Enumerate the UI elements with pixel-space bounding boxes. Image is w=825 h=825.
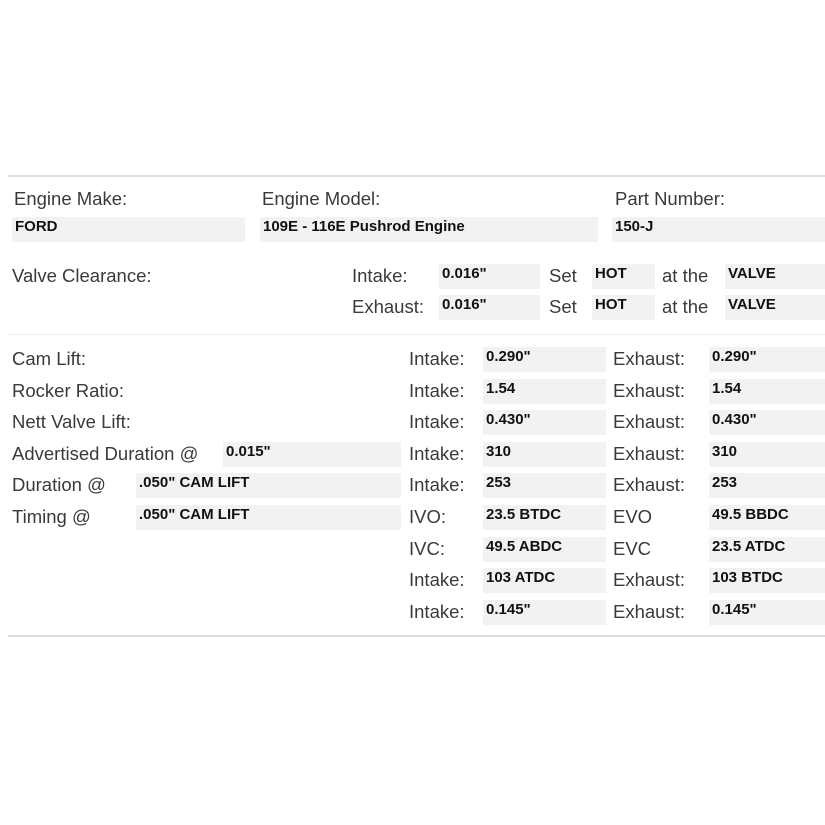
at-value: VALVE: [725, 264, 825, 289]
exhaust-value: 0.430": [709, 410, 825, 436]
set-value: HOT: [592, 295, 655, 320]
exhaust-value: 310: [709, 441, 825, 467]
intake-label: Intake:: [409, 379, 465, 401]
intake-value: 1.54: [483, 378, 606, 404]
intake-value: 310: [483, 441, 606, 467]
engine-model-label: Engine Model:: [262, 188, 381, 209]
exhaust-value: 0.145": [709, 599, 825, 625]
exhaust-value: 103 BTDC: [709, 568, 825, 594]
set-value: HOT: [592, 264, 655, 289]
at-value: VALVE: [725, 295, 825, 320]
exhaust-value: 0.290": [709, 347, 825, 372]
set-label: Set: [549, 296, 577, 317]
intake-label: IVC:: [409, 537, 445, 559]
exhaust-label: Exhaust:: [613, 600, 685, 622]
spec-label: Rocker Ratio:: [12, 379, 125, 401]
intake-value: 253: [483, 473, 606, 499]
intake-label: Intake:: [409, 442, 465, 464]
clearance-value: 0.016": [439, 264, 540, 289]
intake-value: 103 ATDC: [483, 568, 606, 594]
exhaust-label: Exhaust:: [613, 474, 685, 496]
intake-value: 0.430": [483, 410, 606, 436]
spec-label: Cam Lift:: [12, 348, 87, 369]
spec-condition-value: .050" CAM LIFT: [136, 505, 401, 530]
spec-label: Nett Valve Lift:: [12, 411, 131, 433]
exhaust-label: Exhaust:: [613, 442, 685, 464]
exhaust-label: EVC: [613, 537, 652, 559]
exhaust-value: 253: [709, 473, 825, 499]
intake-label: Intake:: [409, 348, 465, 369]
spec-condition-value: .050" CAM LIFT: [136, 473, 401, 499]
exhaust-label: Exhaust:: [613, 411, 685, 433]
engine-model-value: 109E - 116E Pushrod Engine: [260, 217, 598, 242]
intake-label: Intake:: [409, 411, 465, 433]
intake-label: Intake:: [409, 569, 465, 591]
part-number-label: Part Number:: [615, 188, 726, 209]
spec-label: Advertised Duration @: [12, 442, 199, 464]
engine-make-value: FORD: [12, 217, 245, 242]
intake-label: Intake:: [409, 474, 465, 496]
intake-value: 0.290": [483, 347, 606, 372]
exhaust-label: EVO: [613, 506, 653, 527]
set-label: Set: [549, 265, 577, 286]
engine-make-label: Engine Make:: [14, 188, 128, 209]
at-the-label: at the: [662, 265, 709, 286]
clearance-value: 0.016": [439, 295, 540, 320]
at-the-label: at the: [662, 296, 709, 317]
intake-label: Intake:: [409, 600, 465, 622]
exhaust-value: 49.5 BBDC: [709, 505, 825, 530]
exhaust-label: Exhaust:: [613, 379, 685, 401]
section-divider: [8, 334, 825, 335]
exhaust-value: 23.5 ATDC: [709, 536, 825, 562]
top-divider: [8, 175, 825, 177]
intake-label: IVO:: [409, 506, 447, 527]
exhaust-value: 1.54: [709, 378, 825, 404]
spec-label: Timing @: [12, 506, 91, 527]
spec-label: Duration @: [12, 474, 106, 496]
intake-value: 23.5 BTDC: [483, 505, 606, 530]
bottom-divider: [8, 635, 825, 637]
intake-value: 49.5 ABDC: [483, 536, 606, 562]
part-number-value: 150-J: [612, 217, 825, 242]
exhaust-label: Exhaust:: [613, 569, 685, 591]
intake-value: 0.145": [483, 599, 606, 625]
clearance-row-label: Intake:: [352, 265, 408, 286]
spec-condition-value: 0.015": [223, 441, 401, 467]
valve-clearance-label: Valve Clearance:: [12, 265, 152, 286]
exhaust-label: Exhaust:: [613, 348, 685, 369]
clearance-row-label: Exhaust:: [352, 296, 424, 317]
